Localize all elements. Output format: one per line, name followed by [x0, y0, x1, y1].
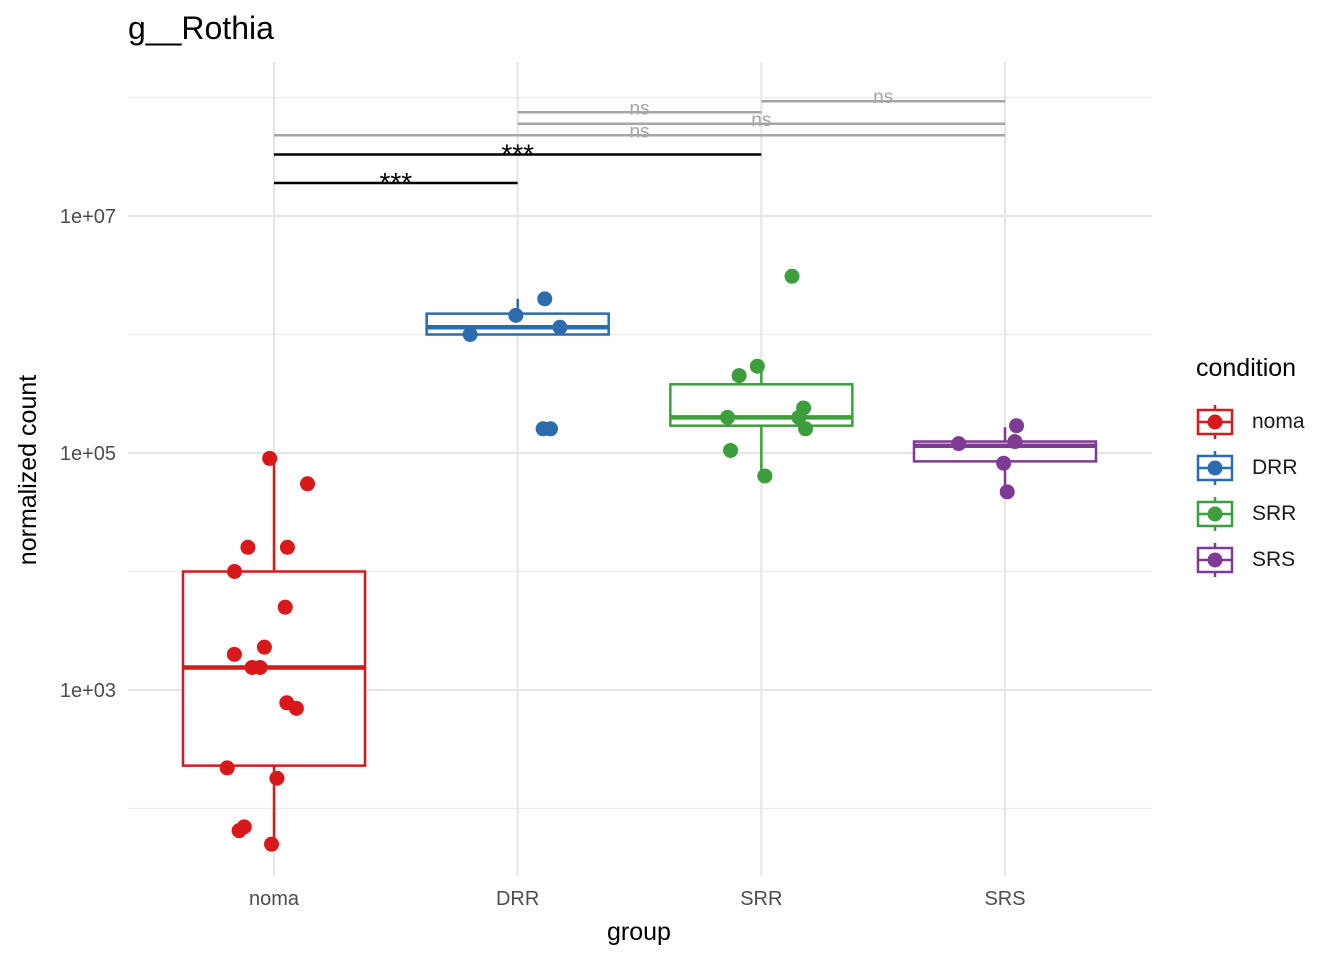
- legend-label: noma: [1252, 410, 1305, 433]
- data-point: [720, 409, 736, 425]
- x-tick-label: DRR: [496, 888, 539, 910]
- comparison-label: ns: [629, 98, 649, 119]
- legend-key: [1196, 405, 1234, 439]
- legend-title: condition: [1196, 354, 1297, 382]
- comparison-label: ***: [501, 139, 534, 170]
- legend-label: SRR: [1252, 502, 1297, 525]
- legend-item: SRR: [1196, 491, 1305, 537]
- legend-key: [1196, 451, 1234, 485]
- legend-item: noma: [1196, 399, 1305, 445]
- x-tick-label: noma: [249, 888, 300, 910]
- x-tick-label: SRS: [984, 888, 1025, 910]
- legend-key: [1196, 543, 1234, 577]
- data-point: [508, 307, 524, 323]
- legend: condition noma DRR SRR SRS: [1196, 354, 1305, 583]
- y-axis-label: normalized count: [14, 375, 42, 565]
- y-axis-ticks: 1e+03 1e+05 1e+07: [60, 206, 116, 702]
- data-point: [1007, 434, 1023, 450]
- x-axis-label: group: [607, 918, 671, 946]
- chart-title: g__Rothia: [128, 10, 274, 46]
- legend-key-point: [1207, 460, 1223, 476]
- data-point: [1009, 418, 1025, 434]
- y-tick-label: 1e+03: [60, 680, 116, 702]
- data-point: [256, 639, 272, 655]
- legend-label: DRR: [1252, 456, 1298, 479]
- y-tick-label: 1e+05: [60, 443, 116, 465]
- data-point: [226, 564, 242, 579]
- data-point: [226, 646, 242, 662]
- legend-items: noma DRR SRR SRS: [1196, 399, 1305, 583]
- data-points: [219, 268, 1025, 852]
- data-point: [731, 368, 747, 384]
- comparison-label: ***: [379, 167, 412, 198]
- data-point: [537, 291, 553, 307]
- legend-key-point: [1207, 414, 1223, 430]
- x-axis-ticks: noma DRR SRR SRS: [249, 888, 1026, 910]
- data-point: [279, 539, 295, 555]
- data-point: [757, 468, 773, 484]
- legend-label: SRS: [1252, 548, 1296, 571]
- data-point: [269, 770, 285, 786]
- data-point: [264, 836, 280, 852]
- data-point: [749, 358, 765, 374]
- legend-key-point: [1207, 552, 1223, 568]
- legend-item: SRS: [1196, 537, 1305, 583]
- data-point: [798, 421, 814, 437]
- data-point: [999, 484, 1015, 500]
- data-point: [300, 476, 316, 492]
- data-point: [262, 450, 278, 466]
- data-point: [996, 455, 1012, 471]
- data-point: [791, 409, 807, 425]
- data-point: [723, 442, 739, 458]
- data-point: [219, 760, 235, 776]
- comparison-label: ns: [629, 121, 649, 142]
- data-point: [231, 823, 247, 839]
- comparison-label: ns: [873, 87, 893, 108]
- data-point: [288, 700, 304, 716]
- data-point: [277, 599, 293, 615]
- data-point: [542, 421, 558, 437]
- data-point: [552, 319, 568, 335]
- y-tick-label: 1e+07: [60, 206, 116, 228]
- data-point: [240, 539, 256, 555]
- x-tick-label: SRR: [740, 888, 782, 910]
- legend-key: [1196, 497, 1234, 531]
- legend-key-point: [1207, 506, 1223, 522]
- data-point: [784, 268, 800, 284]
- comparison-label: ns: [751, 110, 771, 131]
- boxplots: [181, 298, 1098, 845]
- data-point: [252, 659, 268, 675]
- legend-item: DRR: [1196, 445, 1305, 491]
- data-point: [951, 436, 967, 452]
- data-point: [462, 327, 478, 342]
